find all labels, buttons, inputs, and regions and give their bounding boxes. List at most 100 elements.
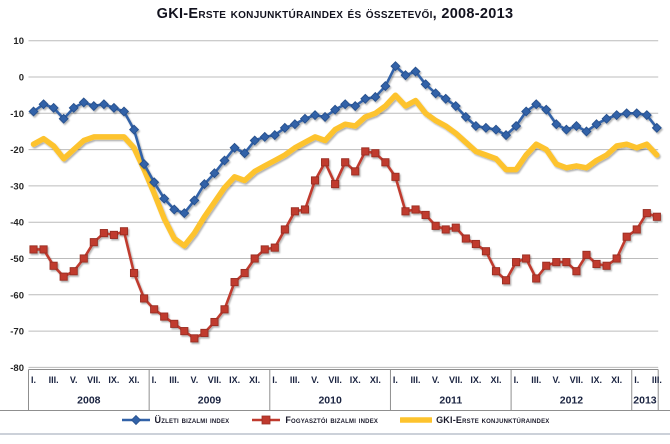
- diamond-marker: [189, 195, 200, 206]
- diamond-marker: [219, 155, 230, 166]
- x-axis-month-label: III.: [49, 375, 59, 385]
- x-axis-month-label: I.: [272, 375, 277, 385]
- x-axis-month-label: IX.: [350, 375, 361, 385]
- square-marker: [220, 305, 229, 314]
- square-marker: [532, 274, 541, 283]
- diamond-marker: [330, 104, 341, 115]
- square-marker: [491, 267, 501, 276]
- x-axis-month-label: III.: [531, 375, 541, 385]
- blue-diamond-line-icon: [121, 414, 150, 426]
- diamond-marker: [88, 101, 99, 112]
- x-axis-month-label: XI.: [370, 375, 381, 385]
- y-axis-tick-label: -70: [10, 327, 24, 338]
- diamond-marker: [531, 99, 542, 110]
- diamond-marker: [249, 135, 260, 146]
- diamond-marker: [511, 120, 522, 132]
- square-marker: [542, 261, 551, 270]
- square-marker: [310, 176, 320, 185]
- x-axis-month-label: XI.: [129, 375, 140, 385]
- diamond-marker: [601, 113, 612, 124]
- square-marker: [140, 294, 149, 303]
- x-axis-month-label: V.: [191, 375, 199, 385]
- x-axis-month-label: I.: [152, 375, 157, 385]
- chart-title: GKI-Erste konjunktúraindex és összetevői…: [156, 6, 514, 22]
- square-marker: [582, 250, 591, 259]
- square-marker: [49, 261, 58, 270]
- square-marker: [481, 247, 490, 256]
- x-axis-month-label: V.: [552, 375, 560, 385]
- square-marker: [321, 158, 330, 167]
- square-marker: [361, 147, 370, 156]
- diamond-marker: [410, 66, 421, 77]
- bottom-divider: [0, 433, 670, 435]
- square-marker: [401, 207, 410, 216]
- legend-label-konjunktura: GKI-Erste konjunktúraindex: [436, 415, 550, 425]
- square-marker: [280, 225, 289, 234]
- square-marker: [290, 207, 299, 216]
- x-axis-month-label: I.: [514, 375, 519, 385]
- x-axis-year-label: 2013: [633, 395, 657, 407]
- y-axis-tick-label: -80: [10, 363, 24, 374]
- square-marker: [29, 245, 38, 254]
- series-line: [30, 92, 660, 249]
- series-line: [32, 150, 659, 340]
- square-marker: [501, 276, 511, 285]
- diamond-marker: [340, 99, 351, 110]
- x-axis-month-label: III.: [652, 375, 662, 385]
- square-marker: [411, 205, 420, 214]
- square-marker: [612, 254, 621, 263]
- diamond-marker: [118, 106, 130, 117]
- diamond-marker: [129, 124, 140, 135]
- x-axis-month-label: XI.: [611, 375, 622, 385]
- diamond-marker: [480, 122, 491, 133]
- diamond-marker: [400, 70, 411, 81]
- square-marker: [622, 232, 631, 241]
- legend-item-fogyasztoi: Fogyasztói bizalmi index: [251, 414, 378, 426]
- diamond-marker: [299, 113, 310, 124]
- diamond-marker: [470, 120, 481, 132]
- y-axis-tick-label: -20: [10, 145, 24, 156]
- x-axis-month-label: V.: [311, 375, 319, 385]
- square-marker: [512, 258, 521, 267]
- diamond-marker: [430, 88, 441, 99]
- diamond-marker: [58, 113, 69, 124]
- diamond-marker: [370, 91, 381, 103]
- diamond-marker: [611, 110, 622, 121]
- diamond-marker: [490, 124, 502, 135]
- square-marker: [210, 317, 219, 327]
- diamond-marker: [159, 193, 170, 204]
- diamond-marker: [209, 168, 220, 179]
- square-marker: [431, 221, 440, 230]
- square-marker: [160, 312, 169, 321]
- square-marker: [602, 261, 611, 270]
- square-marker: [39, 245, 48, 254]
- x-axis-month-label: VII.: [570, 375, 584, 385]
- x-axis-month-label: VII.: [328, 375, 342, 385]
- square-marker: [391, 172, 400, 181]
- x-axis-month-label: IX.: [108, 375, 119, 385]
- diamond-marker: [279, 122, 290, 133]
- red-square-line-icon: [252, 415, 281, 425]
- diamond-marker: [320, 111, 331, 122]
- diamond-marker: [501, 130, 512, 141]
- series--zleti-bizalmi-index: [28, 61, 662, 219]
- square-marker: [341, 158, 350, 167]
- square-marker: [150, 305, 159, 314]
- diamond-marker: [38, 99, 49, 110]
- diamond-marker: [571, 120, 582, 132]
- square-marker: [129, 268, 139, 278]
- chart-legend: Üzleti bizalmi index Fogyasztói bizalmi …: [0, 414, 670, 426]
- diamond-marker: [259, 131, 270, 142]
- diamond-marker: [199, 179, 210, 190]
- diamond-marker: [229, 142, 240, 153]
- x-axis-month-label: IX.: [470, 375, 481, 385]
- square-marker: [572, 267, 581, 276]
- x-axis-month-label: XI.: [249, 375, 260, 385]
- x-axis-month-label: I.: [634, 375, 639, 385]
- x-axis-year-label: 2008: [77, 395, 101, 407]
- diamond-marker: [521, 106, 532, 117]
- x-axis-year-label: 2011: [439, 395, 462, 407]
- square-marker: [652, 212, 661, 221]
- square-marker: [552, 258, 561, 267]
